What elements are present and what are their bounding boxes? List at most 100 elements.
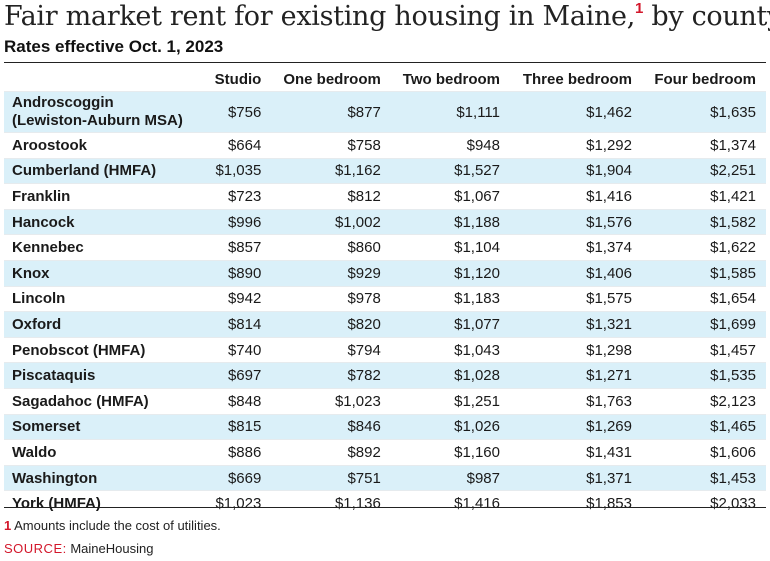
county-name-line: Penobscot (HMFA)	[12, 341, 146, 359]
title-text: Fair market rent for existing housing in…	[4, 1, 636, 32]
table-row: Androscoggin (Lewiston-Auburn MSA) $756 $87…	[4, 91, 766, 133]
county-cell: Piscataquis	[4, 362, 207, 389]
column-header-county	[4, 67, 206, 92]
county-name-line: Franklin	[12, 187, 71, 205]
rent-cell-four-bedroom: $2,251	[642, 157, 766, 184]
rent-cell-studio: $1,035	[206, 157, 272, 184]
rent-cell-four-bedroom: $1,699	[642, 311, 766, 338]
rent-cell-one-bedroom: $1,023	[271, 387, 391, 415]
county-name-line: Piscataquis	[12, 367, 96, 385]
rent-cell-three-bedroom: $1,269	[510, 413, 642, 440]
rent-cell-studio: $756	[206, 91, 272, 133]
county-cell: Cumberland (HMFA)	[4, 157, 207, 184]
rent-cell-one-bedroom: $1,002	[271, 208, 391, 235]
table-row: Piscataquis $697 $782 $1,028 $1,271 $1,535	[4, 362, 766, 389]
table-row: Waldo $886 $892 $1,160 $1,431 $1,606	[4, 439, 766, 466]
rent-cell-one-bedroom: $782	[271, 362, 391, 389]
table-row: Aroostook $664 $758 $948 $1,292 $1,374	[4, 132, 766, 159]
rent-cell-one-bedroom: $812	[271, 183, 391, 210]
rent-cell-two-bedroom: $1,251	[390, 387, 510, 415]
rent-cell-four-bedroom: $1,535	[642, 362, 766, 389]
rent-cell-four-bedroom: $2,033	[642, 490, 766, 516]
county-cell: York (HMFA)	[4, 490, 207, 516]
rent-cell-three-bedroom: $1,371	[510, 464, 642, 491]
rent-cell-two-bedroom: $1,183	[390, 285, 510, 312]
table-row: Cumberland (HMFA) $1,035 $1,162 $1,527 $1,90…	[4, 157, 766, 184]
rent-cell-studio: $814	[206, 311, 272, 338]
rent-cell-four-bedroom: $1,453	[642, 464, 766, 491]
rent-cell-one-bedroom: $846	[271, 413, 391, 440]
rent-cell-one-bedroom: $860	[271, 234, 391, 261]
column-header-two-bedroom: Two bedroom	[402, 70, 500, 88]
rent-cell-two-bedroom: $1,067	[390, 183, 510, 210]
county-name-line: Oxford	[12, 315, 62, 333]
county-cell: Lincoln	[4, 285, 207, 312]
rent-cell-one-bedroom: $820	[271, 311, 391, 338]
source-line: SOURCE: MaineHousing	[4, 541, 153, 556]
rent-cell-four-bedroom: $1,654	[642, 285, 766, 312]
page-subtitle: Rates effective Oct. 1, 2023	[4, 37, 224, 56]
county-cell: Androscoggin (Lewiston-Auburn MSA)	[4, 91, 207, 133]
rent-cell-two-bedroom: $1,188	[390, 208, 510, 235]
rent-cell-three-bedroom: $1,271	[510, 362, 642, 389]
rent-cell-one-bedroom: $929	[271, 259, 391, 287]
rent-cell-three-bedroom: $1,763	[510, 387, 642, 415]
rent-cell-studio: $942	[206, 285, 272, 312]
county-name-line: Aroostook	[12, 136, 87, 154]
rent-cell-one-bedroom: $1,162	[271, 157, 391, 184]
rent-cell-studio: $886	[206, 439, 272, 466]
rent-cell-four-bedroom: $1,582	[642, 208, 766, 235]
rent-cell-three-bedroom: $1,374	[510, 234, 642, 261]
county-cell: Franklin	[4, 183, 207, 210]
rent-cell-studio: $890	[206, 259, 272, 287]
rent-cell-three-bedroom: $1,416	[510, 183, 642, 210]
county-name-line: Lincoln	[12, 290, 66, 308]
county-cell: Kennebec	[4, 234, 207, 261]
rent-cell-studio: $669	[206, 464, 272, 491]
footnote-text: Amounts include the cost of utilities.	[11, 518, 221, 533]
rent-cell-two-bedroom: $1,028	[390, 362, 510, 389]
rent-cell-two-bedroom: $1,160	[390, 439, 510, 466]
county-cell: Hancock	[4, 208, 207, 235]
column-header-four-bedroom: Four bedroom	[654, 70, 756, 88]
county-cell: Knox	[4, 259, 207, 287]
county-cell: Somerset	[4, 413, 207, 440]
county-name-line: Knox	[12, 264, 50, 282]
rent-cell-studio: $723	[206, 183, 272, 210]
rent-cell-two-bedroom: $1,077	[390, 311, 510, 338]
footnote-marker: 1	[4, 518, 12, 533]
rent-cell-four-bedroom: $1,465	[642, 413, 766, 440]
rent-cell-two-bedroom: $1,416	[390, 490, 510, 516]
rent-cell-two-bedroom: $1,104	[390, 234, 510, 261]
table-row: Hancock $996 $1,002 $1,188 $1,576 $1,582	[4, 208, 766, 235]
rent-cell-four-bedroom: $1,606	[642, 439, 766, 466]
column-header-three-bedroom: Three bedroom	[522, 70, 632, 88]
county-name-line: Washington	[12, 469, 98, 487]
table-row: Oxford $814 $820 $1,077 $1,321 $1,699	[4, 311, 766, 338]
table-row: York (HMFA) $1,023 $1,136 $1,416 $1,853 $2,03…	[4, 490, 766, 516]
rent-cell-two-bedroom: $948	[390, 132, 510, 159]
table-header-row: Studio One bedroom Two bedroom Three bed…	[4, 67, 766, 92]
table-row: Kennebec $857 $860 $1,104 $1,374 $1,622	[4, 234, 766, 261]
county-cell: Aroostook	[4, 132, 207, 159]
rent-cell-three-bedroom: $1,298	[510, 336, 642, 363]
county-name-line: (Lewiston-Auburn MSA)	[12, 112, 183, 129]
rent-cell-three-bedroom: $1,853	[510, 490, 642, 516]
source-label: SOURCE:	[4, 541, 67, 556]
rent-cell-three-bedroom: $1,904	[510, 157, 642, 184]
rent-cell-studio: $1,023	[206, 490, 272, 516]
county-name-line: Kennebec	[12, 239, 84, 257]
county-name-line: Somerset	[12, 418, 81, 436]
rent-cell-three-bedroom: $1,575	[510, 285, 642, 312]
rent-cell-four-bedroom: $1,421	[642, 183, 766, 210]
county-name-line: Waldo	[12, 443, 57, 461]
table-row: Somerset $815 $846 $1,026 $1,269 $1,465	[4, 413, 766, 440]
rent-table: Studio One bedroom Two bedroom Three bed…	[4, 67, 766, 516]
rent-cell-studio: $664	[206, 132, 272, 159]
county-name-line: Cumberland (HMFA)	[12, 162, 157, 180]
rent-cell-four-bedroom: $2,123	[642, 387, 766, 415]
rent-cell-studio: $857	[206, 234, 272, 261]
header-divider	[4, 62, 766, 63]
rent-cell-four-bedroom: $1,374	[642, 132, 766, 159]
rent-cell-four-bedroom: $1,457	[642, 336, 766, 363]
